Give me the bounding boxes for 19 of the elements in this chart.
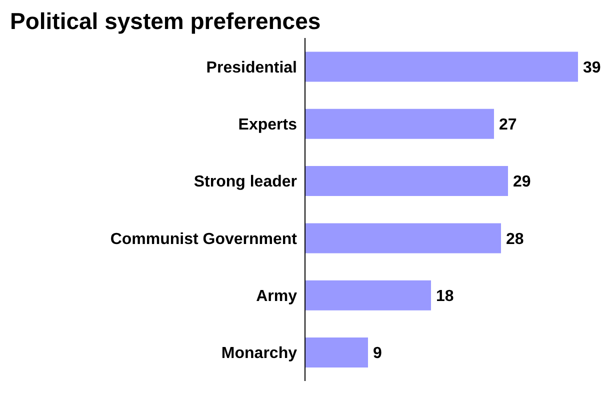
data-label: 9 [373, 345, 382, 362]
y-tick-label: Presidential [206, 59, 297, 76]
data-label: 27 [499, 116, 517, 134]
y-tick-label: Army [256, 288, 298, 305]
y-tick-label: Strong leader [194, 174, 297, 191]
y-tick-label: Experts [238, 116, 298, 134]
bar [305, 280, 431, 310]
bar [305, 52, 578, 82]
data-label: 28 [506, 230, 524, 248]
bar [305, 223, 501, 254]
data-label: 39 [583, 59, 601, 76]
data-label: 29 [513, 174, 531, 191]
bar [305, 338, 368, 368]
y-tick-label: Communist Government [110, 230, 298, 248]
y-tick-label: Monarchy [221, 345, 298, 362]
data-label: 18 [436, 288, 454, 306]
chart-title: Political system preferences [9, 8, 322, 36]
bar [305, 108, 494, 139]
bar [305, 166, 508, 196]
